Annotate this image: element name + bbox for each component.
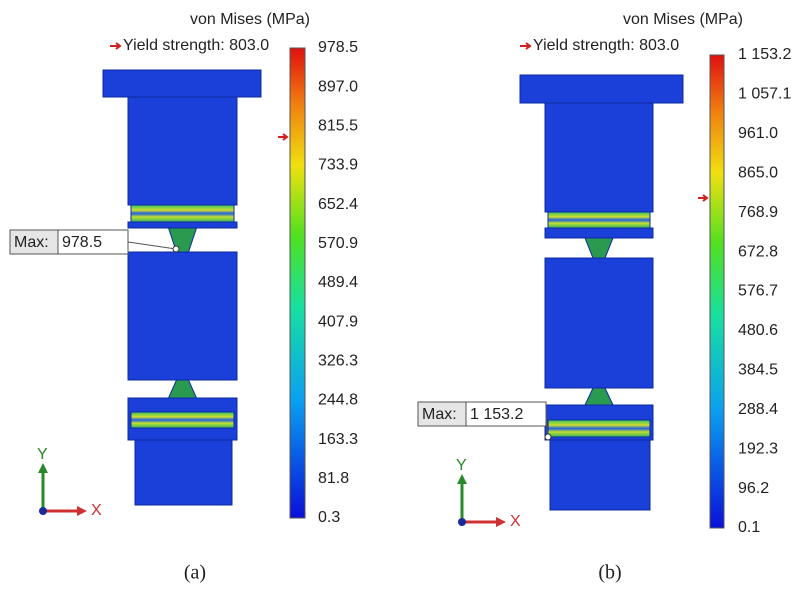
colorbar [710,55,724,528]
scale-label: 978.5 [318,39,358,56]
yield-marker [698,195,707,201]
scale-label: 244.8 [318,392,358,409]
scale-title: von Mises (MPa) [623,11,743,28]
max-label: Max: [422,406,457,423]
part [131,412,234,428]
scale-label: 163.3 [318,431,358,448]
scale-label: 576.7 [738,283,778,300]
max-value: 978.5 [62,234,102,251]
scale-label: 480.6 [738,322,778,339]
axis-y-label: Y [456,457,467,474]
part [128,252,237,380]
scale-label: 0.1 [738,519,760,536]
part [545,228,653,238]
scale-label: 1 057.1 [738,86,791,103]
leader [128,242,176,249]
yield-label: Yield strength: 803.0 [123,37,269,54]
axis-x-head [77,506,87,516]
part [128,222,237,228]
scale-label: 489.4 [318,274,358,291]
yield-label: Yield strength: 803.0 [533,37,679,54]
axis-x-label: X [510,513,521,530]
part [103,70,261,97]
scale-label: 570.9 [318,235,358,252]
scale-label: 672.8 [738,243,778,260]
scale-label: 865.0 [738,164,778,181]
part [131,205,234,222]
scale-label: 288.4 [738,401,778,418]
yield-arrow [110,43,120,49]
yield-arrow [520,43,530,49]
scale-label: 652.4 [318,196,358,213]
part [550,440,650,510]
part [545,103,653,212]
part [128,97,237,205]
neck [585,238,613,258]
axis-y-head [457,474,467,484]
axis-origin [39,507,47,515]
scale-label: 768.9 [738,204,778,221]
scale-label: 384.5 [738,362,778,379]
scale-label: 733.9 [318,157,358,174]
max-value: 1 153.2 [470,406,523,423]
scale-title: von Mises (MPa) [190,11,310,28]
part [548,212,650,228]
scale-label: 326.3 [318,353,358,370]
scale-label: 1 153.2 [738,46,791,63]
part [545,258,653,388]
axis-x-head [496,517,506,527]
figure: von Mises (MPa) Yield strength: 803.0 978.… [0,0,807,588]
axis-y-head [38,463,48,473]
yield-marker [278,134,287,140]
scale-label: 0.3 [318,509,340,526]
neck [169,380,197,398]
part [135,440,232,505]
scale-label: 815.5 [318,118,358,135]
max-point [173,246,179,252]
scale-label: 81.8 [318,470,349,487]
neck [585,388,613,405]
axis-origin [458,518,466,526]
caption: (b) [598,562,621,584]
axis-x-label: X [91,502,102,519]
scale-label: 192.3 [738,440,778,457]
scale-label: 96.2 [738,480,769,497]
part [520,75,683,103]
part [548,420,650,437]
max-label: Max: [14,234,49,251]
scale-label: 897.0 [318,78,358,95]
max-point [545,434,551,440]
caption: (a) [184,562,206,584]
scale-label: 961.0 [738,125,778,142]
colorbar [290,48,305,518]
axis-y-label: Y [37,446,48,463]
scale-label: 407.9 [318,313,358,330]
